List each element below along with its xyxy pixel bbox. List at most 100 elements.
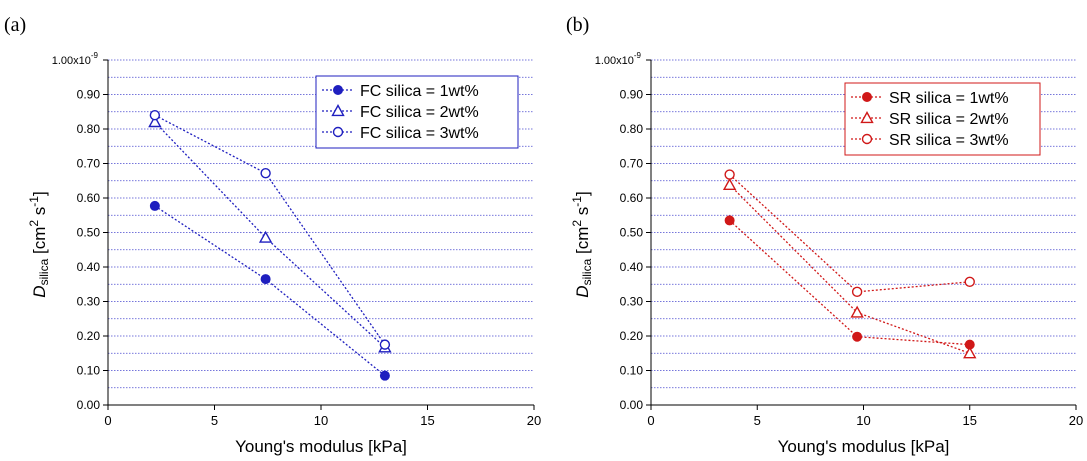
y-tick-label: 0.20 (620, 329, 644, 343)
series-line (729, 184, 970, 354)
data-point (722, 177, 737, 190)
series-1 (149, 200, 390, 381)
legend-marker (333, 85, 343, 95)
x-tick-label: 0 (647, 413, 654, 428)
y-label-subscript: silica (37, 258, 51, 285)
legend-box (315, 75, 519, 149)
data-point (964, 276, 975, 288)
series-3 (149, 109, 391, 350)
series-line (729, 174, 970, 293)
x-axis-label: Young's modulus [kPa] (778, 437, 950, 456)
legend: SR silica = 1wt% SR silica = 2wt% SR silic… (844, 82, 1041, 156)
y-top-exponent: -9 (91, 51, 99, 60)
data-point (379, 370, 390, 381)
data-point (963, 346, 977, 359)
panel-label: (a) (4, 14, 26, 36)
legend-label: FC silica = 1wt% (360, 83, 479, 100)
data-point (260, 167, 271, 179)
legend-marker (861, 133, 873, 145)
legend-label: FC silica = 2wt% (360, 104, 479, 121)
data-point (148, 115, 162, 128)
legend-marker (862, 92, 872, 102)
y-label-exp2: -1 (27, 196, 41, 207)
series-3 (724, 169, 975, 298)
series-line (154, 205, 386, 377)
y-tick-label: 0.70 (620, 157, 644, 171)
y-axis-label: Dsilica [cm2 s-1] (570, 191, 594, 297)
x-tick-label: 10 (314, 413, 328, 428)
y-label-symbol: D (30, 285, 49, 297)
y-top-mantissa: 1.00x10 (52, 55, 91, 67)
series-line (154, 121, 386, 348)
legend-label: SR silica = 1wt% (889, 90, 1009, 107)
y-tick-label: 0.10 (620, 364, 644, 378)
data-point (149, 200, 160, 211)
y-tick-label: 0.30 (77, 295, 101, 309)
legend-label: FC silica = 3wt% (360, 125, 479, 142)
y-label-exp2: -1 (570, 196, 584, 207)
y-label-units: [cm (30, 227, 49, 259)
data-point (852, 331, 863, 342)
series-line (729, 219, 970, 346)
y-tick-label: 0.60 (620, 191, 644, 205)
y-tick-label: 0.50 (620, 226, 644, 240)
y-tick-label: 0.20 (77, 329, 101, 343)
data-point (724, 169, 735, 180)
legend-marker (860, 111, 874, 124)
x-axis-label: Young's modulus [kPa] (235, 437, 407, 456)
x-tick-label: 15 (963, 413, 977, 428)
data-point (260, 274, 271, 285)
data-point (724, 215, 735, 226)
data-point (851, 286, 863, 298)
y-tick-label: 0.30 (620, 295, 644, 309)
y-tick-label: 0.50 (77, 226, 101, 240)
x-tick-label: 0 (104, 413, 111, 428)
chart-panel-a: (a) 0.00 0.10 0.20 0.30 0.40 0.50 0.60 0.70 0.80 0… (4, 14, 541, 456)
y-tick-label: 0.90 (620, 88, 644, 102)
series-1 (724, 215, 975, 350)
y-label-close: ] (573, 191, 592, 196)
y-tick-label: 0.40 (620, 260, 644, 274)
data-point (258, 230, 273, 243)
y-tick-label-top: 1.00x10-9 (595, 51, 642, 67)
data-point (850, 305, 864, 318)
legend-marker (331, 104, 345, 117)
data-point (379, 339, 391, 350)
y-tick-label: 0.80 (620, 122, 644, 136)
panel-label: (b) (566, 14, 589, 36)
legend-label: SR silica = 2wt% (889, 111, 1009, 128)
legend-box (844, 82, 1041, 156)
y-tick-label: 0.80 (77, 122, 101, 136)
y-label-units: [cm (573, 227, 592, 259)
y-label-exp1: 2 (570, 220, 584, 227)
y-label-close: ] (30, 191, 49, 196)
y-label-symbol: D (573, 285, 592, 297)
series-2 (722, 177, 977, 359)
y-tick-label-top: 1.00x10-9 (52, 51, 99, 67)
series-2 (148, 115, 392, 353)
y-label-subscript: silica (580, 258, 594, 285)
y-tick-label: 0.00 (620, 398, 644, 412)
chart-panel-b: (b) 0.00 0.10 0.20 0.30 0.40 0.50 0.60 0.70 0.80 0… (566, 14, 1083, 456)
legend: FC silica = 1wt% FC silica = 2wt% FC silic… (315, 75, 519, 149)
y-tick-label: 0.70 (77, 157, 101, 171)
y-label-exp1: 2 (27, 220, 41, 227)
y-top-exponent: -9 (634, 51, 642, 60)
y-axis-label: Dsilica [cm2 s-1] (27, 191, 51, 297)
x-tick-label: 20 (527, 413, 541, 428)
y-tick-label: 0.90 (77, 88, 101, 102)
legend-label: SR silica = 3wt% (889, 132, 1009, 149)
y-label-mid: s (30, 207, 49, 220)
y-tick-label: 0.60 (77, 191, 101, 205)
legend-marker (332, 126, 344, 138)
series-line (154, 114, 386, 345)
y-top-mantissa: 1.00x10 (595, 55, 634, 67)
x-tick-label: 10 (856, 413, 870, 428)
data-point (149, 109, 161, 121)
x-tick-label: 15 (420, 413, 434, 428)
y-label-mid: s (573, 207, 592, 220)
y-tick-label: 0.00 (77, 398, 101, 412)
x-tick-label: 5 (754, 413, 761, 428)
x-tick-label: 5 (211, 413, 218, 428)
